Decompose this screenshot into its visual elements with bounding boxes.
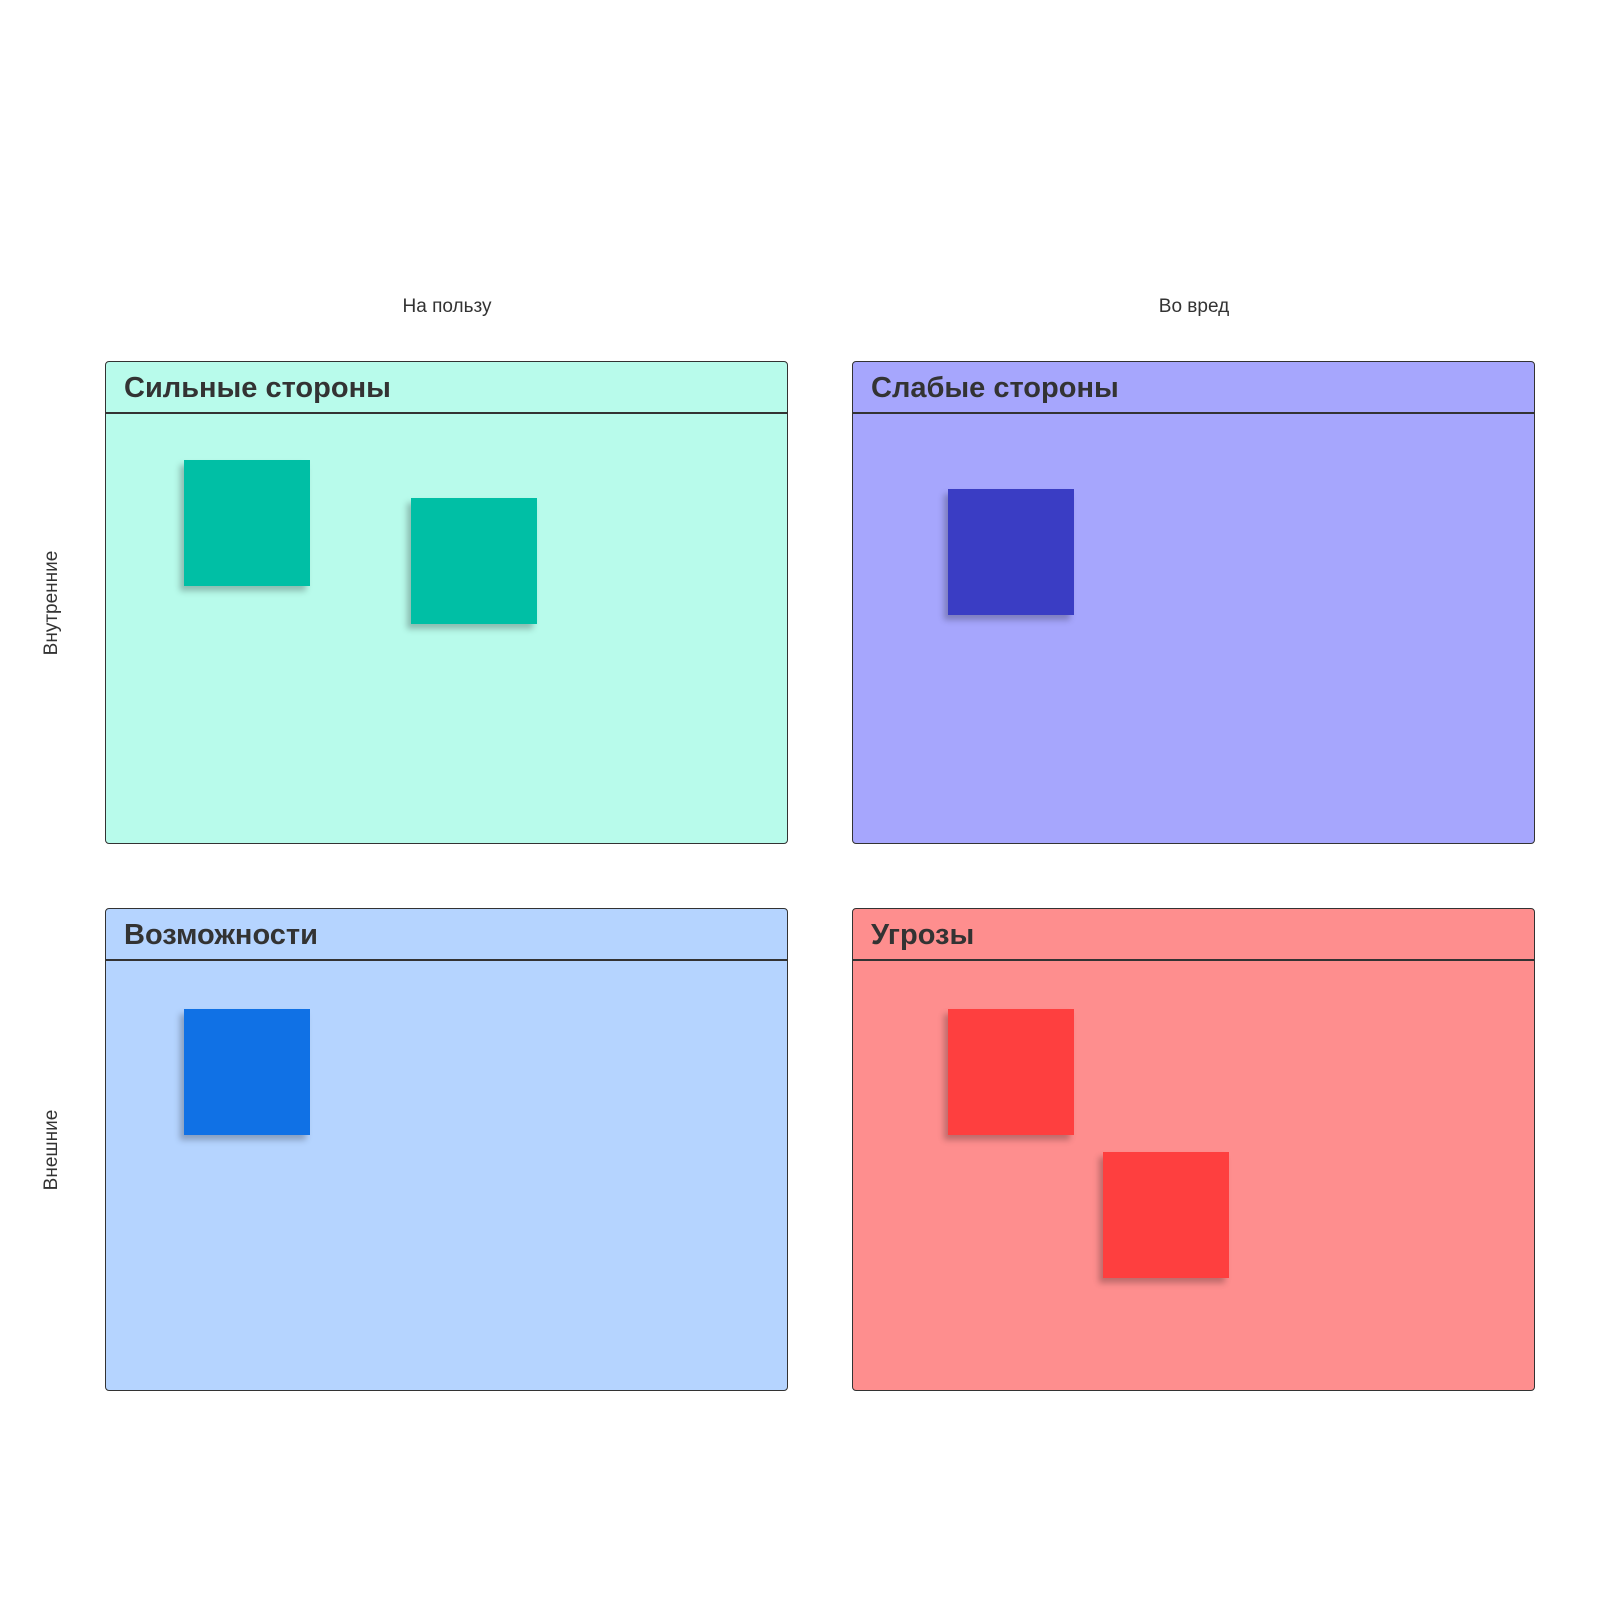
sticky-note[interactable] (1103, 1152, 1229, 1278)
threats-title[interactable]: Угрозы (853, 909, 1534, 961)
column-label-harmful: Во вред (1158, 296, 1230, 317)
opportunities-title[interactable]: Возможности (106, 909, 787, 961)
sticky-note[interactable] (184, 1009, 310, 1135)
sticky-note[interactable] (948, 1009, 1074, 1135)
row-label-internal: Внутренние (41, 550, 62, 656)
threats-panel[interactable]: Угрозы (852, 908, 1535, 1391)
weaknesses-panel[interactable]: Слабые стороны (852, 361, 1535, 844)
sticky-note[interactable] (184, 460, 310, 586)
column-label-favorable: На пользу (402, 296, 492, 317)
sticky-note[interactable] (948, 489, 1074, 615)
strengths-title[interactable]: Сильные стороны (106, 362, 787, 414)
weaknesses-title[interactable]: Слабые стороны (853, 362, 1534, 414)
sticky-note[interactable] (411, 498, 537, 624)
row-label-external: Внешние (41, 1109, 62, 1191)
strengths-panel[interactable]: Сильные стороны (105, 361, 788, 844)
opportunities-panel[interactable]: Возможности (105, 908, 788, 1391)
